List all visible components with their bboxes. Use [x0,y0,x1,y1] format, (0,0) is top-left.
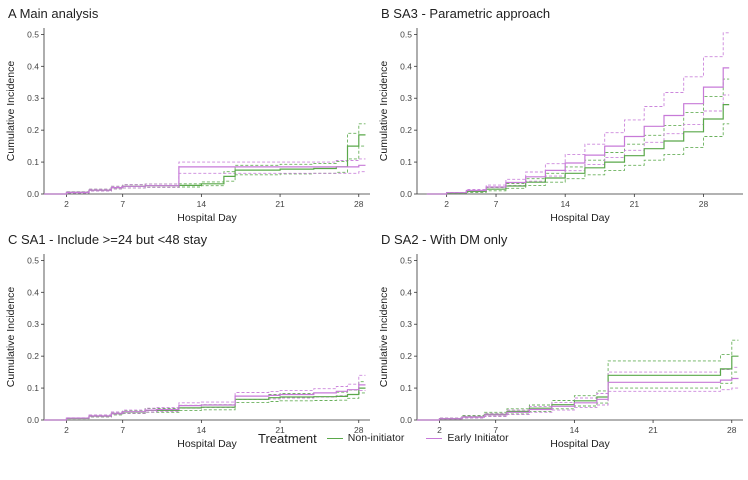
x-tick-label-a: 28 [354,199,364,209]
x-tick-label-c: 28 [354,425,364,435]
y-tick-label-a: 0.5 [27,29,39,39]
y-tick-label-b: 0.5 [400,29,412,39]
panel-c: C SA1 - Include >=24 but <48 stay 0.0 0.1 0… [5,232,370,450]
y-axis-label-a: Cumulative Incidence [5,61,17,162]
x-tick-label-d: 21 [648,425,658,435]
x-tick-label-b: 21 [630,199,640,209]
ci-upper-early-initiator-a [44,158,366,195]
legend-item-non-initiator: Non-initiator [326,432,405,444]
x-tick-label-b: 7 [494,199,499,209]
legend-title: Treatment [258,430,317,446]
y-tick-label-d: 0.3 [400,319,412,329]
y-tick-label-c: 0.2 [27,351,39,361]
y-tick-label-d: 0.4 [400,287,412,297]
x-axis-label-c: Hospital Day [177,438,237,450]
panel-title-a: A Main analysis [8,6,99,21]
x-tick-label-d: 28 [727,425,737,435]
series-line-early-initiator-b [426,67,730,195]
y-tick-label-a: 0.3 [27,93,39,103]
series-line-early-initiator-a [44,164,366,195]
ci-upper-non-initiator-d [417,339,739,421]
x-axis-label-b: Hospital Day [550,212,610,224]
series-line-non-initiator-a [44,134,366,195]
legend-label-early-initiator: Early Initiator [447,432,509,444]
x-tick-label-c: 2 [64,425,69,435]
y-tick-label-d: 0.1 [400,383,412,393]
y-tick-label-a: 0.2 [27,125,39,135]
y-tick-label-c: 0.0 [27,415,39,425]
y-tick-label-c: 0.4 [27,287,39,297]
x-tick-label-b: 28 [699,199,709,209]
y-tick-label-c: 0.5 [27,255,39,265]
y-axis-label-d: Cumulative Incidence [378,287,390,388]
y-tick-label-d: 0.2 [400,351,412,361]
x-axis-label-a: Hospital Day [177,212,237,224]
x-tick-label-d: 14 [570,425,580,435]
x-tick-label-c: 14 [197,425,207,435]
ci-upper-early-initiator-b [426,32,730,195]
x-tick-label-d: 7 [493,425,498,435]
y-tick-label-c: 0.3 [27,319,39,329]
x-tick-label-b: 14 [560,199,570,209]
y-tick-label-b: 0.4 [400,61,412,71]
y-tick-label-a: 0.1 [27,157,39,167]
series-line-early-initiator-d [417,377,739,421]
panel-title-b: B SA3 - Parametric approach [381,6,550,21]
x-tick-label-c: 7 [120,425,125,435]
legend-item-early-initiator: Early Initiator [426,432,509,444]
panel-a: A Main analysis 0.0 0.1 0.2 0.3 0.4 0.5 2 7 14 21 2… [5,6,370,224]
x-tick-label-d: 2 [437,425,442,435]
panel-d: D SA2 - With DM only 0.0 0.1 0.2 0.3 0.4 0.5 2 7… [378,232,743,450]
y-tick-label-d: 0.0 [400,415,412,425]
x-tick-label-a: 21 [275,199,285,209]
panel-title-d: D SA2 - With DM only [381,232,508,247]
ci-lower-non-initiator-a [44,145,366,195]
x-axis-label-d: Hospital Day [550,438,610,450]
series-line-early-initiator-c [44,384,366,421]
ci-upper-non-initiator-a [44,123,366,195]
y-tick-label-a: 0.4 [27,61,39,71]
y-axis-label-b: Cumulative Incidence [378,61,390,162]
x-tick-label-b: 2 [444,199,449,209]
legend-key-early-initiator [426,437,443,439]
y-tick-label-c: 0.1 [27,383,39,393]
x-tick-label-a: 14 [197,199,207,209]
y-tick-label-b: 0.1 [400,157,412,167]
ci-lower-early-initiator-d [417,387,739,421]
legend: Treatment Non-initiator Early Initiator [258,428,531,448]
x-tick-label-a: 7 [120,199,125,209]
y-tick-label-b: 0.3 [400,93,412,103]
y-axis-label-c: Cumulative Incidence [5,287,17,388]
panel-title-c: C SA1 - Include >=24 but <48 stay [8,232,208,247]
x-tick-label-c: 21 [275,425,285,435]
legend-key-non-initiator [326,437,343,439]
legend-label-non-initiator: Non-initiator [347,432,405,444]
y-tick-label-a: 0.0 [27,189,39,199]
y-tick-label-b: 0.2 [400,125,412,135]
y-tick-label-d: 0.5 [400,255,412,265]
panel-b: B SA3 - Parametric approach 0.0 0.1 0.2 0.3 0… [378,6,743,224]
x-tick-label-a: 2 [64,199,69,209]
y-tick-label-b: 0.0 [400,189,412,199]
ci-upper-early-initiator-c [44,374,366,421]
ci-lower-non-initiator-b [426,123,730,195]
